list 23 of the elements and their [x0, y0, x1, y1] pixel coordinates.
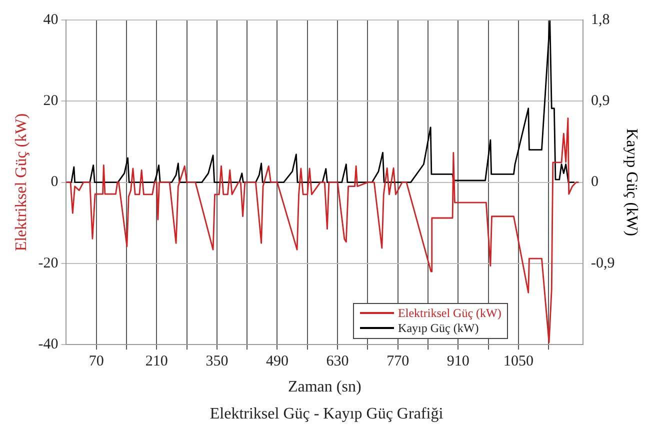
y-axis-title: Elektriksel Güç (kW)	[12, 113, 30, 252]
text: Elektriksel Güç - Kayıp Güç Grafiği	[210, 406, 444, 423]
y-tick-label: 0	[50, 174, 58, 190]
x-tick-label: 1050	[503, 354, 534, 370]
y-tick-label: -40	[38, 336, 58, 353]
y2-tick-label: -0,9	[591, 255, 615, 272]
y-tick-label: 20	[43, 93, 58, 110]
x-tick-label: 770	[386, 354, 410, 370]
legend-label: Kayıp Güç (kW)	[398, 320, 479, 336]
x-tick-label: 350	[206, 354, 228, 370]
x-axis-title: Zaman (sn)	[288, 378, 362, 396]
x-tick-label: 630	[326, 354, 349, 370]
y-tick-label: -20	[38, 255, 58, 272]
x-tick-label: 210	[145, 354, 168, 370]
y2-tick-label: 0	[591, 174, 599, 190]
x-tick-label: 70	[88, 354, 104, 370]
y-tick-label: 40	[43, 12, 58, 28]
x-tick-label: 490	[266, 354, 288, 370]
y2-axis-title: Kayıp Güç (kW)	[623, 128, 640, 236]
legend-label: Elektriksel Güç (kW)	[398, 306, 502, 321]
x-tick-label: 910	[446, 354, 470, 370]
y2-tick-label: 0,9	[591, 93, 610, 110]
y2-tick-label: 1,8	[591, 12, 610, 28]
